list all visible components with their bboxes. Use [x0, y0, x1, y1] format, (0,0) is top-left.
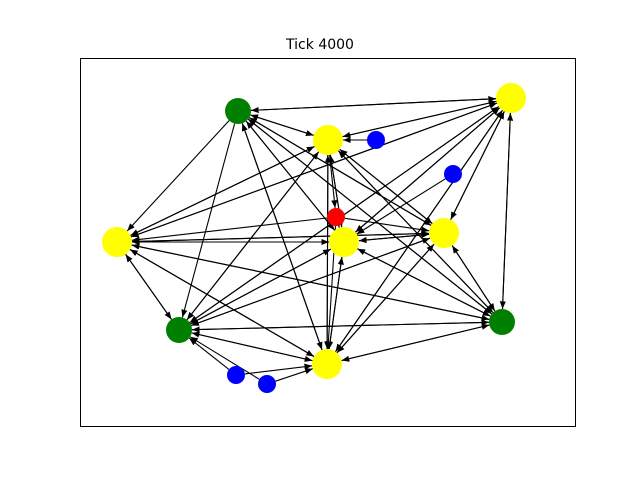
edge-y2-to-r1	[329, 154, 338, 209]
edge-y1-to-g1	[250, 98, 497, 114]
edge-g1-to-y4	[126, 120, 230, 232]
node-y6	[312, 349, 342, 379]
edge-g2-to-y2	[186, 151, 320, 321]
edge-b2-to-y5	[356, 178, 446, 235]
edge-y5-to-y3	[358, 231, 430, 242]
node-y3	[429, 218, 459, 248]
edge-y2-to-g1	[250, 114, 314, 136]
edge-b4-to-g2	[189, 336, 260, 380]
node-r1	[327, 208, 345, 226]
edge-y4-to-y3	[131, 230, 430, 243]
edge-g3-to-g1	[247, 118, 493, 315]
node-b3	[227, 366, 245, 384]
nodes-layer	[102, 83, 526, 393]
edge-g3-to-y2	[338, 150, 494, 313]
node-g2	[166, 317, 192, 343]
node-y1	[496, 83, 526, 113]
edge-r1-to-y5	[334, 219, 340, 228]
edge-g3-to-g2	[191, 321, 490, 333]
edge-y3-to-y2	[339, 148, 433, 225]
edge-g3-to-y5	[357, 248, 491, 317]
edge-g3-to-y3	[451, 245, 496, 312]
edge-y5-to-y1	[355, 107, 500, 233]
edge-g3-to-y1	[501, 112, 514, 310]
edge-y3-to-g1	[248, 117, 432, 226]
edge-g3-to-y4	[131, 243, 490, 320]
edge-r1-to-y3	[344, 217, 430, 233]
edge-y6-to-y3	[336, 243, 435, 354]
edge-y6-to-g1	[241, 123, 323, 350]
edges-layer	[125, 95, 514, 382]
edge-y4-to-y2	[130, 146, 315, 236]
edge-y2-to-y1	[342, 100, 497, 138]
node-b2	[444, 165, 462, 183]
node-y5	[329, 227, 359, 257]
node-y2	[313, 125, 343, 155]
node-b4	[258, 375, 276, 393]
edge-y6-to-g3	[341, 323, 490, 362]
edge-y6-to-y5	[328, 256, 344, 350]
edge-y5-to-g1	[245, 120, 336, 231]
edge-y4-to-y1	[130, 102, 498, 238]
edge-y6-to-g2	[191, 331, 313, 362]
figure-title: Tick 4000	[285, 37, 354, 53]
edge-r1-to-y4	[131, 217, 328, 243]
node-g1	[225, 98, 251, 124]
edge-b3-to-y6	[244, 363, 313, 375]
edge-y3-to-y1	[450, 111, 505, 220]
edge-g2-to-y4	[125, 253, 172, 320]
edge-y6-to-y1	[335, 109, 503, 353]
node-y4	[102, 227, 132, 257]
edge-g2-to-y5	[190, 248, 332, 325]
edge-b4-to-y6	[275, 368, 313, 382]
node-g3	[489, 309, 515, 335]
edge-y6-to-y4	[129, 249, 315, 357]
node-b1	[367, 131, 385, 149]
axes-frame	[80, 58, 576, 427]
